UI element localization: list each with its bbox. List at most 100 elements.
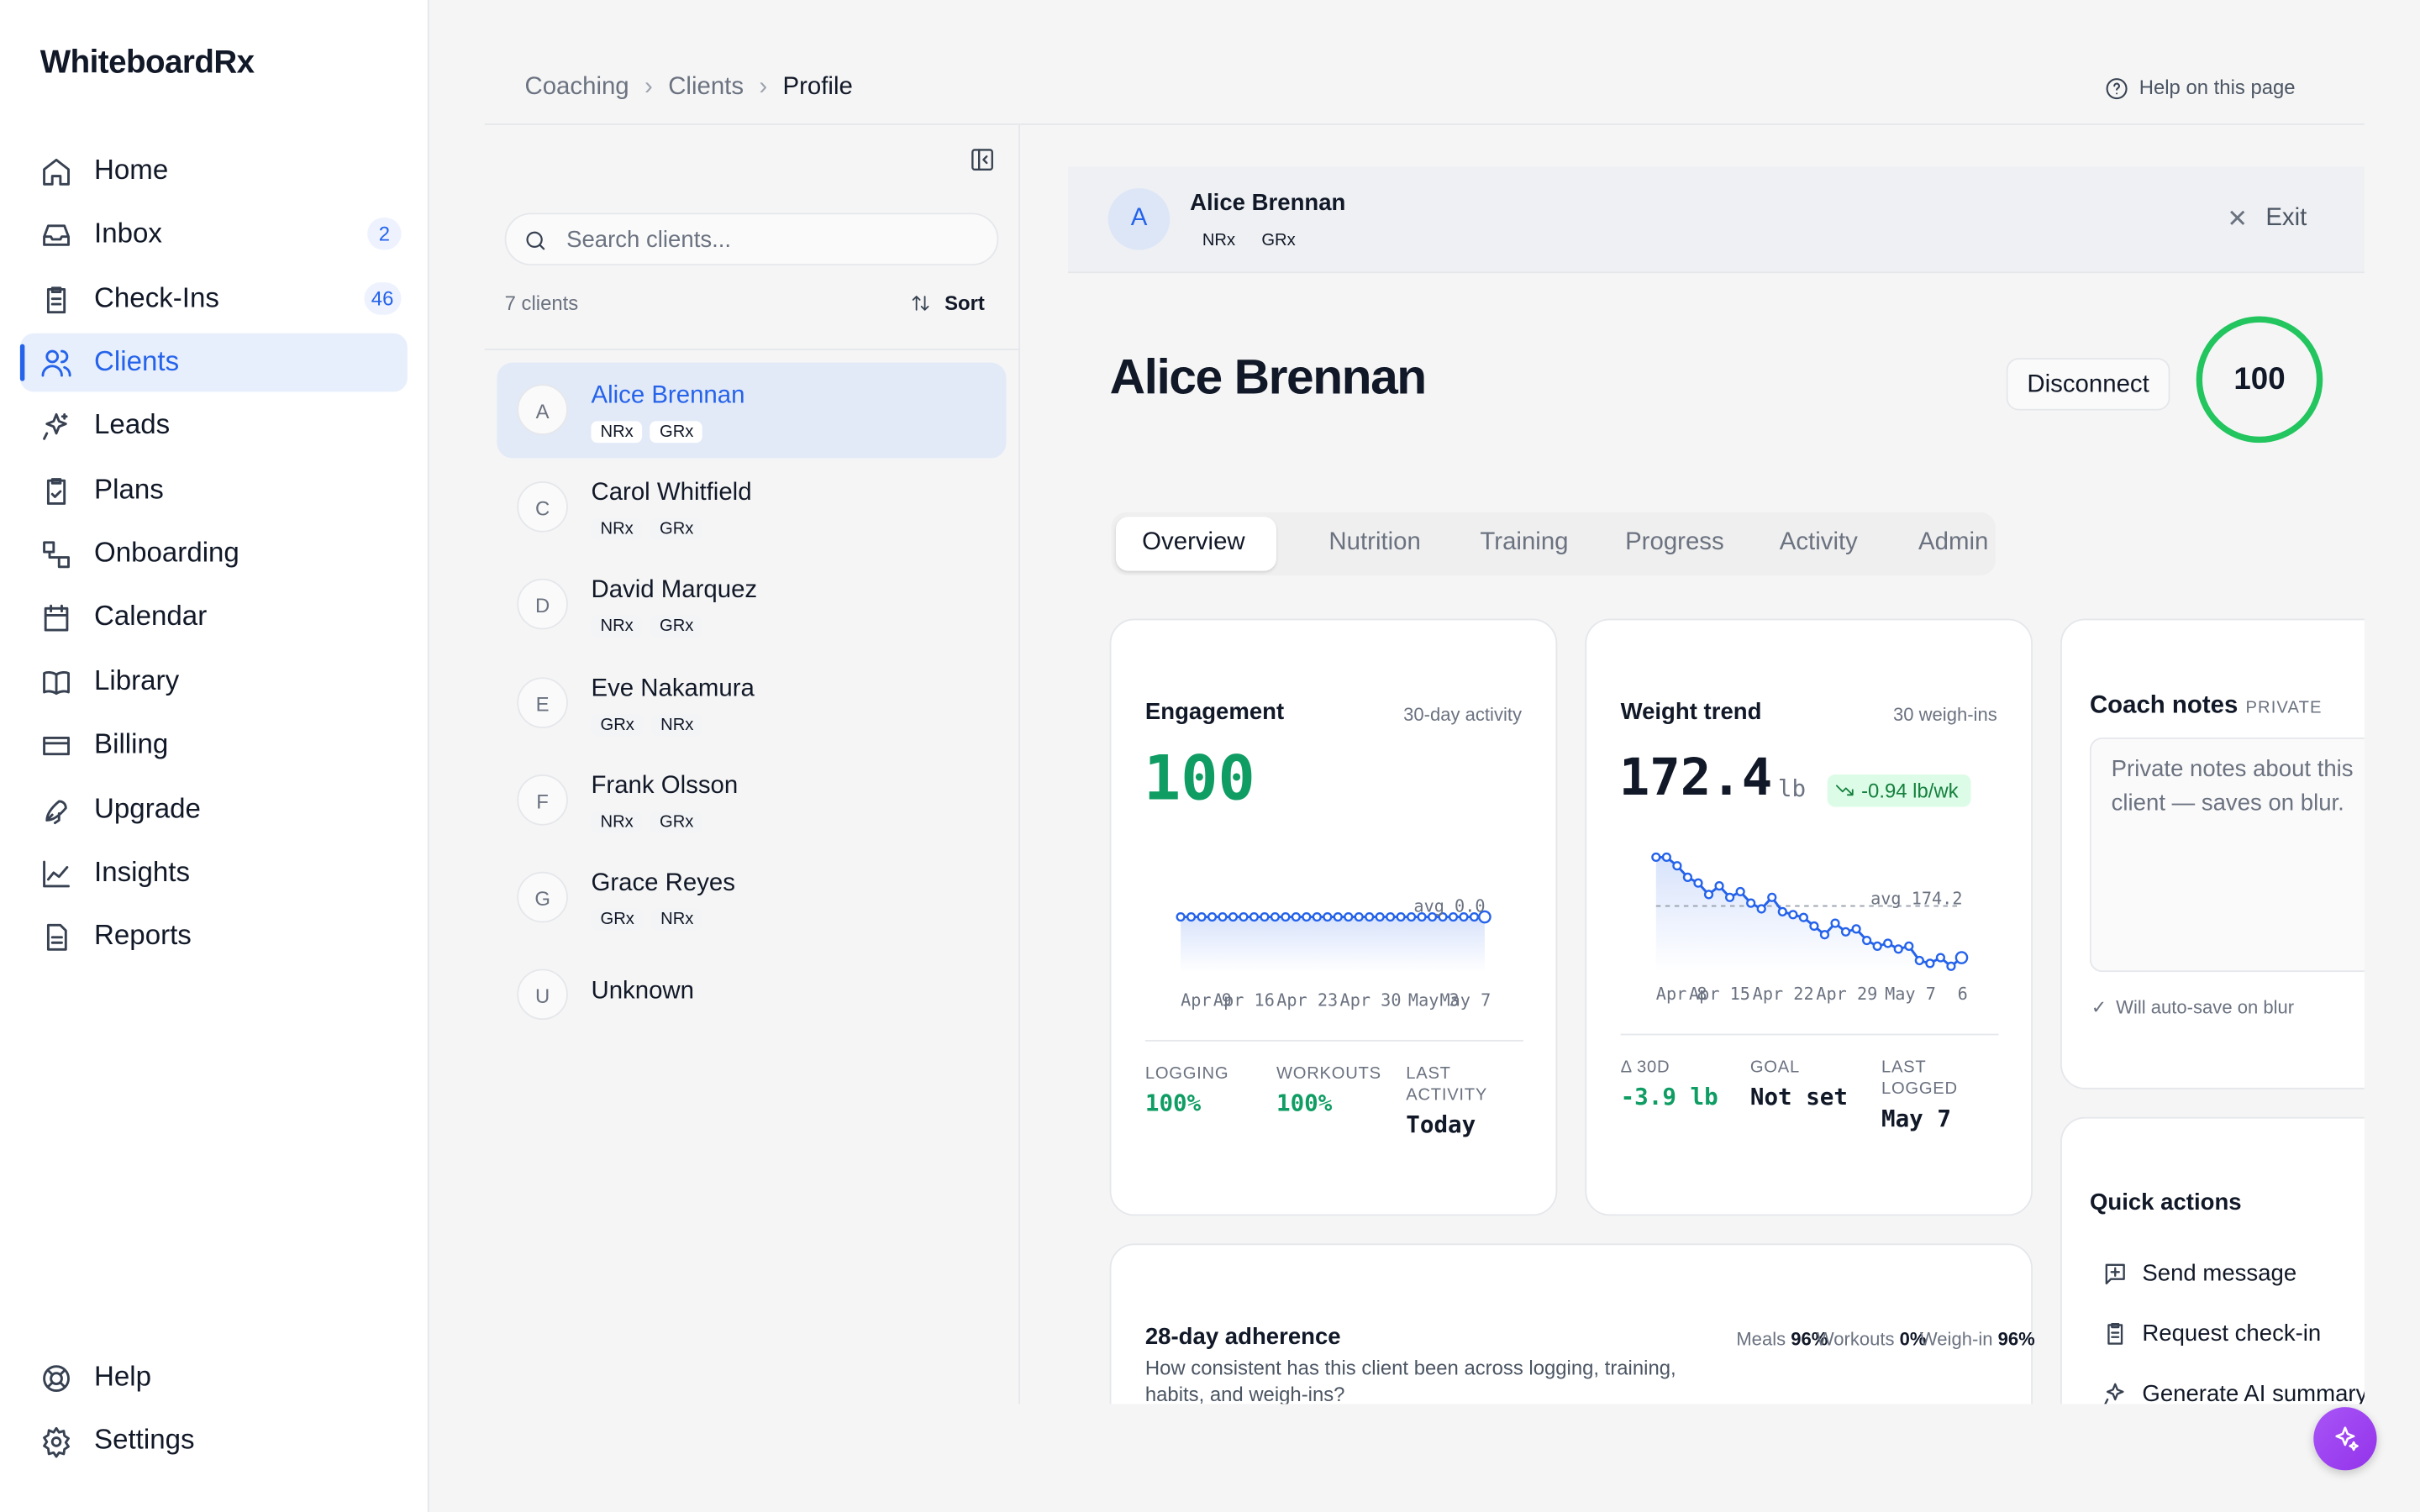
- sidebar: WhiteboardRx Home Inbox 2 Check-Ins 46 Client…: [0, 0, 429, 1512]
- icon: [43, 670, 70, 695]
- exit-button[interactable]: Exit: [2265, 205, 2307, 232]
- client-row[interactable]: A Alice Brennan NRx GRx: [497, 362, 1007, 459]
- tag: NRx: [591, 811, 643, 833]
- nav-item[interactable]: Billing: [94, 728, 169, 759]
- help-link[interactable]: Help on this page: [2139, 76, 2296, 99]
- client-name: Grace Reyes: [591, 869, 735, 897]
- crumb[interactable]: Clients: [668, 74, 744, 101]
- nav-item[interactable]: Check-Ins: [94, 281, 219, 313]
- tab[interactable]: Overview: [1142, 529, 1245, 556]
- stat-label: WORKOUTS: [1276, 1064, 1381, 1084]
- rate: -0.94 lb/wk: [1861, 779, 1959, 803]
- card-title: Engagement: [1144, 699, 1285, 726]
- tab[interactable]: Admin: [1918, 529, 1989, 556]
- nav-item[interactable]: Upgrade: [94, 792, 201, 823]
- crumb[interactable]: Coaching: [524, 74, 629, 101]
- avg-label: avg 0.0: [1413, 896, 1485, 916]
- quick-actions-card: Quick actions Send message Request check-…: [2060, 1116, 2365, 1404]
- tags: NRx GRx: [591, 417, 710, 444]
- sort-icon: [912, 296, 929, 311]
- client-row[interactable]: D David Marquez NRx GRx: [497, 558, 1006, 654]
- nav-item[interactable]: Plans: [94, 473, 164, 505]
- nav-item[interactable]: Library: [94, 664, 180, 696]
- client-name: David Marquez: [591, 577, 758, 604]
- nav-item[interactable]: Help: [94, 1361, 152, 1392]
- nav-item[interactable]: Clients: [94, 345, 180, 377]
- client-row[interactable]: E Eve Nakamura GRx NRx: [497, 655, 1006, 751]
- notes-placeholder: Private notes about this client — saves …: [2111, 756, 2354, 816]
- metric: Meals 96%: [1736, 1327, 1828, 1353]
- avatar: F: [517, 774, 568, 826]
- icon: [44, 605, 69, 633]
- tab[interactable]: Activity: [1779, 529, 1858, 556]
- brand: WhiteboardRx: [39, 45, 255, 81]
- nav-badge: 46: [363, 281, 402, 315]
- nav-item[interactable]: Reports: [94, 920, 192, 951]
- point: [1186, 911, 1197, 922]
- icon: [46, 924, 67, 952]
- client-name: Frank Olsson: [591, 772, 739, 800]
- x-tick-label: Apr 23: [1276, 990, 1338, 1011]
- tag: GRx: [650, 616, 703, 638]
- quick-action[interactable]: Generate AI summary: [2142, 1380, 2365, 1404]
- point: [1693, 878, 1703, 888]
- nav-item[interactable]: Onboarding: [94, 537, 239, 569]
- point: [1375, 911, 1385, 922]
- disconnect-button[interactable]: Disconnect: [2006, 358, 2170, 411]
- avatar: U: [517, 969, 568, 1021]
- client-row[interactable]: C Carol Whitfield NRx GRx: [497, 460, 1006, 556]
- nav-item[interactable]: Calendar: [94, 601, 208, 633]
- nav-item[interactable]: Leads: [94, 409, 171, 441]
- icon: [46, 477, 66, 505]
- sort-button[interactable]: Sort: [944, 291, 985, 315]
- point: [1427, 911, 1438, 922]
- client-row[interactable]: F Frank Olsson NRx GRx: [497, 753, 1006, 848]
- client-row[interactable]: U Unknown: [497, 948, 1006, 1043]
- private-badge: PRIVATE: [2245, 699, 2323, 718]
- metric: Workouts 0%: [1817, 1327, 1927, 1353]
- avatar: C: [517, 481, 568, 533]
- divider: [1144, 1039, 1523, 1042]
- notes-textarea[interactable]: Private notes about this client — saves …: [2089, 737, 2365, 973]
- nav-item[interactable]: Inbox: [94, 218, 162, 249]
- tab[interactable]: Nutrition: [1328, 529, 1421, 556]
- metric-label: Weigh-in: [1919, 1328, 1993, 1351]
- x-tick-label: Apr 16: [1213, 990, 1275, 1011]
- client-count: 7 clients: [504, 291, 579, 315]
- exit-icon[interactable]: ✕: [2227, 207, 2249, 234]
- x-tick-label: May 3: [1408, 990, 1460, 1011]
- client-name: Alice Brennan: [591, 382, 745, 409]
- point: [1954, 951, 1969, 964]
- point: [1788, 910, 1798, 920]
- point: [1862, 935, 1872, 946]
- quick-action[interactable]: Send message: [2142, 1260, 2297, 1287]
- point: [1735, 886, 1745, 897]
- autosave-check: ✓: [2091, 996, 2107, 1019]
- point: [1270, 911, 1280, 922]
- card-title: Quick actions: [2089, 1189, 2242, 1216]
- client-name: Alice Brennan: [1190, 189, 1346, 217]
- point: [1281, 911, 1291, 922]
- icon: [43, 1365, 70, 1393]
- point: [1714, 881, 1724, 891]
- stat-label: LOGGING: [1144, 1064, 1229, 1084]
- client-row[interactable]: G Grace Reyes GRx NRx: [497, 850, 1006, 946]
- area: [1181, 916, 1485, 973]
- tab[interactable]: Progress: [1625, 529, 1724, 556]
- collapse-icon[interactable]: [969, 146, 995, 172]
- point: [1651, 852, 1661, 863]
- tag: GRx: [650, 421, 703, 444]
- x-tick-label: Apr 8: [1656, 984, 1707, 1004]
- weight-value: 172.4: [1618, 746, 1773, 807]
- avatar: E: [517, 676, 568, 728]
- nav-item[interactable]: Insights: [94, 856, 191, 887]
- nav-item[interactable]: Settings: [94, 1424, 195, 1456]
- quick-action[interactable]: Request check-in: [2142, 1320, 2322, 1347]
- tab[interactable]: Training: [1480, 529, 1569, 556]
- nav-item[interactable]: Home: [94, 154, 169, 186]
- assistant-button[interactable]: [2313, 1407, 2377, 1471]
- client-name: Eve Nakamura: [591, 675, 755, 701]
- search-box[interactable]: Search clients...: [504, 213, 999, 265]
- point: [1260, 911, 1270, 922]
- point: [1386, 911, 1396, 922]
